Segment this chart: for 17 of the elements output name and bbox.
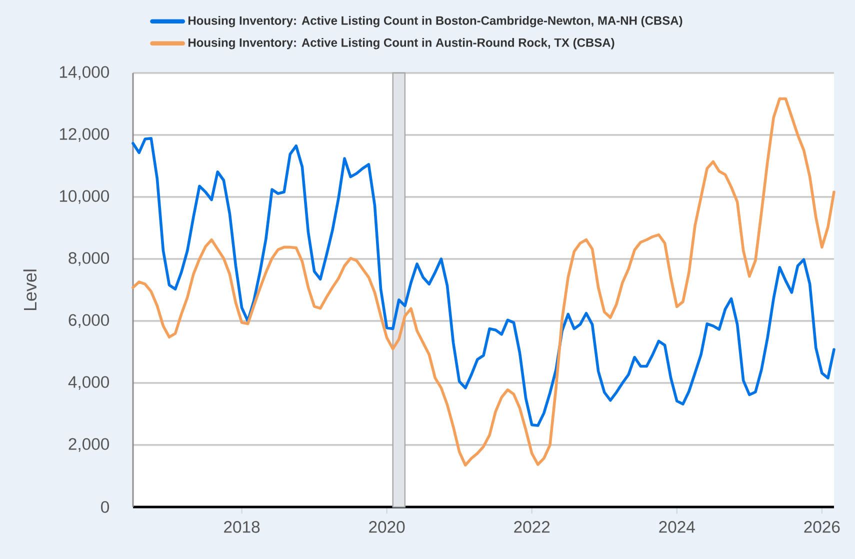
y-axis-title: Level [23,270,37,310]
legend-label: Housing Inventory: Active Listing Count in Boston-Cambridge-Newton, MA-NH (CBSA) [188,16,682,28]
y-tick-label: 10,000 [60,190,109,204]
x-tick-label: 2024 [659,521,695,533]
y-tick-label: 2,000 [68,438,110,452]
x-tick-label: 2022 [514,521,550,533]
x-tick-label: 2018 [224,521,260,533]
x-tick-label: 2026 [804,521,840,533]
y-tick-label: 4,000 [68,376,110,390]
y-tick-label: 14,000 [60,66,109,80]
legend-label: Housing Inventory: Active Listing Count in Austin-Round Rock, TX (CBSA) [188,38,614,50]
y-tick-label: 12,000 [60,128,109,142]
y-tick-label: 6,000 [68,314,110,328]
line-series [132,137,836,427]
y-tick-label: 8,000 [68,252,110,266]
y-tick-label: 0 [101,501,110,513]
x-tick-label: 2020 [369,521,405,533]
